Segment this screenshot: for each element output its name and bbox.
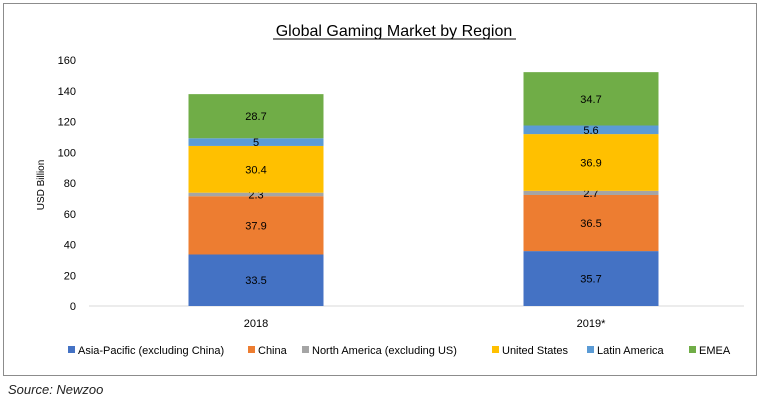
data-label: 2.7 xyxy=(583,188,598,200)
bar-segment xyxy=(523,251,659,306)
data-label: 30.4 xyxy=(245,164,266,176)
y-tick-label: 100 xyxy=(58,147,76,159)
x-tick-label: 2018 xyxy=(244,318,268,330)
legend: Asia-Pacific (excluding China) China North… xyxy=(68,345,731,357)
bar-segment xyxy=(188,138,324,146)
data-label: 35.7 xyxy=(580,274,601,286)
bar-segment xyxy=(523,72,659,126)
plot-area: 02040608010012014016033.537.92.330.4528.… xyxy=(58,55,744,330)
data-label: 36.9 xyxy=(580,157,601,169)
bar-segment xyxy=(523,190,659,195)
legend-swatch xyxy=(492,346,499,353)
chart-title: Global Gaming Market by Region xyxy=(276,23,513,40)
legend-swatch xyxy=(302,346,309,353)
bar-segment xyxy=(188,192,324,197)
legend-swatch xyxy=(689,346,696,353)
y-tick-label: 120 xyxy=(58,117,76,129)
data-label: 28.7 xyxy=(245,111,266,123)
y-tick-label: 60 xyxy=(64,209,76,221)
legend-label: China xyxy=(258,345,288,357)
bar-segment xyxy=(188,94,324,139)
bar-segment xyxy=(523,125,659,135)
y-tick-label: 20 xyxy=(64,270,76,282)
bar-segment xyxy=(188,254,324,306)
y-tick-label: 140 xyxy=(58,86,76,98)
legend-label: North America (excluding US) xyxy=(312,345,457,357)
data-label: 37.9 xyxy=(245,220,266,232)
bar-segment xyxy=(188,145,324,193)
legend-swatch xyxy=(248,346,255,353)
legend-label: EMEA xyxy=(699,345,731,357)
legend-label: Latin America xyxy=(597,345,665,357)
source-note: Source: Newzoo xyxy=(8,382,104,397)
y-axis-title: USD Billion xyxy=(36,160,47,211)
y-tick-label: 0 xyxy=(70,301,76,313)
legend-label: Asia-Pacific (excluding China) xyxy=(78,345,224,357)
stacked-bar-chart: Global Gaming Market by Region USD Billi… xyxy=(36,23,744,357)
y-tick-label: 160 xyxy=(58,55,76,67)
bar-segment xyxy=(188,196,324,255)
chart-frame: Global Gaming Market by Region USD Billi… xyxy=(3,3,757,376)
data-label: 36.5 xyxy=(580,218,601,230)
bar-segment xyxy=(523,194,659,252)
x-tick-label: 2019* xyxy=(577,318,606,330)
data-label: 5 xyxy=(253,137,259,149)
legend-swatch xyxy=(587,346,594,353)
data-label: 5.6 xyxy=(583,125,598,137)
y-tick-label: 40 xyxy=(64,240,76,252)
legend-swatch xyxy=(68,346,75,353)
bar-segment xyxy=(523,134,659,191)
legend-label: United States xyxy=(502,345,569,357)
data-label: 33.5 xyxy=(245,275,266,287)
y-tick-label: 80 xyxy=(64,178,76,190)
data-label: 34.7 xyxy=(580,94,601,106)
